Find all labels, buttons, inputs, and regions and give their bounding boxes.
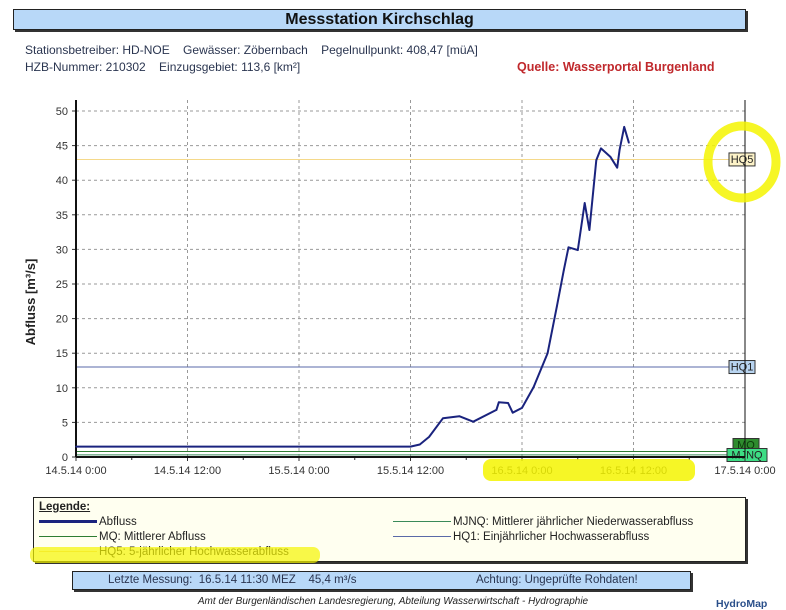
- data-point: [409, 445, 412, 448]
- y-tick-label: 20: [56, 314, 68, 326]
- data-point: [563, 269, 565, 271]
- legend-label: MQ: Mittlerer Abfluss: [99, 531, 206, 543]
- legend-title: Legende:: [39, 501, 91, 513]
- data-point: [511, 411, 514, 414]
- x-tick-label: 14.5.14 12:00: [154, 465, 221, 477]
- x-tick-label: 15.5.14 12:00: [377, 465, 444, 477]
- legend-item-hq1: HQ1: Einjährlicher Hochwasserabfluss: [393, 531, 649, 543]
- footer-text: Amt der Burgenländischen Landesregierung…: [197, 596, 589, 607]
- hydromap-logo[interactable]: HydroMap: [716, 598, 768, 610]
- y-tick-label: 30: [56, 244, 68, 256]
- station-info-line-2: HZB-Nummer: 210302 Einzugsgebiet: 113,6 …: [25, 60, 301, 74]
- x-tick-label: 14.5.14 0:00: [45, 465, 106, 477]
- y-tick-label: 45: [56, 141, 68, 153]
- data-point: [472, 420, 475, 423]
- data-point: [588, 229, 591, 231]
- grid: [76, 100, 745, 457]
- legend-item-mjnq: MJNQ: Mittlerer jährlicher Niederwassera…: [393, 516, 693, 528]
- legend-swatch: [393, 521, 451, 523]
- y-tick-label: 15: [56, 348, 68, 360]
- data-point: [609, 155, 612, 158]
- data-point: [583, 202, 586, 204]
- legend-swatch: [39, 520, 97, 524]
- x-tick-label: 16.5.14 0:00: [491, 465, 552, 477]
- y-tick-label: 0: [62, 452, 68, 464]
- legend-swatch: [393, 536, 451, 538]
- data-point: [546, 352, 549, 355]
- x-tick-label: 17.5.14 0:00: [714, 465, 775, 477]
- data-point: [623, 126, 626, 128]
- y-tick-label: 5: [62, 417, 68, 429]
- data-point: [595, 159, 598, 161]
- legend-label: HQ1: Einjährlicher Hochwasserabfluss: [453, 531, 650, 543]
- station-title: Messstation Kirchschlag: [13, 9, 746, 30]
- data-point: [532, 386, 535, 388]
- x-tick-label: 16.5.14 12:00: [600, 465, 667, 477]
- reference-label-box-mjnq: [726, 448, 768, 462]
- legend-label: Abfluss: [99, 516, 137, 528]
- data-point: [418, 443, 421, 446]
- legend-swatch: [39, 536, 97, 538]
- data-point: [428, 436, 430, 438]
- y-tick-label: 25: [56, 279, 68, 291]
- y-axis-label: Abfluss [m³/s]: [23, 259, 38, 346]
- legend-item-abfluss: Abfluss: [39, 516, 137, 528]
- station-info-line-1: Stationsbetreiber: HD-NOE Gewässer: Zöbe…: [25, 43, 478, 57]
- data-point: [521, 407, 523, 409]
- data-point: [556, 306, 558, 308]
- y-tick-label: 10: [56, 383, 68, 395]
- y-tick-label: 35: [56, 210, 68, 222]
- reference-label-hq5: HQ5: [731, 154, 754, 166]
- legend-item-mq: MQ: Mittlerer Abfluss: [39, 531, 206, 543]
- last-measurement: Letzte Messung: 16.5.14 11:30 MEZ 45,4 m…: [108, 574, 357, 586]
- series-line-abfluss: [76, 125, 630, 448]
- data-point: [600, 147, 602, 150]
- legend-label: MJNQ: Mittlerer jährlicher Niederwassera…: [453, 516, 694, 528]
- series: [75, 125, 630, 448]
- status-bar: Letzte Messung: 16.5.14 11:30 MEZ 45,4 m…: [72, 571, 691, 590]
- data-point: [576, 249, 579, 251]
- legend-swatch: [39, 551, 97, 553]
- data-point: [618, 148, 621, 151]
- data-point: [507, 402, 509, 404]
- reference-label-mjnq: MJNQ: [731, 450, 763, 462]
- data-point: [497, 401, 500, 404]
- data-point: [628, 142, 630, 144]
- data-point: [75, 445, 77, 448]
- raw-data-warning: Achtung: Ungeprüfte Rohdaten!: [476, 574, 638, 586]
- x-tick-label: 15.5.14 0:00: [268, 465, 329, 477]
- data-point: [616, 166, 619, 169]
- legend-item-hq5: HQ5: 5-jährlicher Hochwasserabfluss: [39, 546, 289, 558]
- reference-label-box-hq1: [728, 360, 756, 375]
- data-point: [442, 417, 444, 420]
- legend: Legende: Abfluss MJNQ: Mittlerer jährlic…: [33, 497, 746, 562]
- data-point: [567, 246, 570, 249]
- data-point: [458, 415, 461, 417]
- legend-label: HQ5: 5-jährlicher Hochwasserabfluss: [99, 546, 289, 558]
- y-tick-label: 50: [56, 106, 68, 118]
- data-point: [495, 409, 498, 411]
- source-label: Quelle: Wasserportal Burgenland: [517, 60, 715, 74]
- reference-label-hq1: HQ1: [731, 362, 754, 374]
- y-tick-label: 40: [56, 175, 68, 187]
